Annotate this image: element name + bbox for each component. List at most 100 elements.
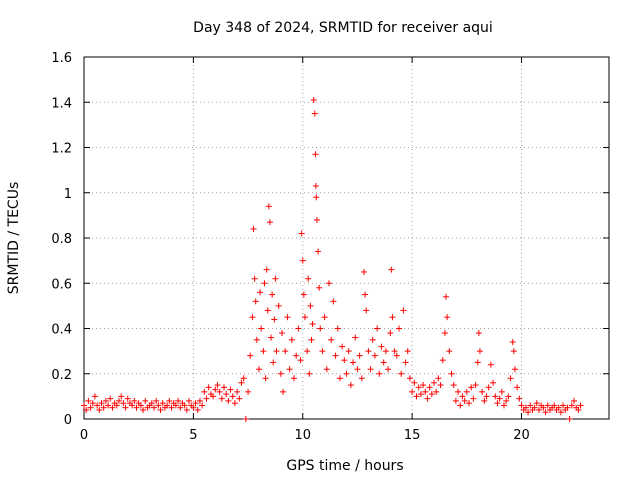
data-point [321,314,328,321]
y-axis-label: SRMTID / TECUs [6,182,22,295]
data-point [525,409,532,416]
grid [84,57,609,419]
data-point [277,370,284,377]
data-point [288,336,295,343]
data-point [409,388,416,395]
data-point [297,357,304,364]
data-point [278,330,285,337]
data-point [544,402,551,409]
x-tick-label: 10 [294,428,311,443]
data-point [387,330,394,337]
data-point [124,395,131,402]
data-point [382,348,389,355]
data-point [280,388,287,395]
data-point [510,348,517,355]
data-point [257,289,264,296]
data-point [157,406,164,413]
y-tick-label: 1.6 [51,51,72,66]
data-point [245,388,252,395]
data-point [542,409,549,416]
data-point [252,298,259,305]
data-point [265,203,272,210]
data-point [450,382,457,389]
data-point [326,280,332,287]
data-point [501,402,507,409]
data-point [391,348,398,355]
data-point [120,400,127,407]
data-point [396,325,402,332]
data-point [404,348,411,355]
data-point [323,366,330,373]
data-point [263,266,270,273]
data-point [113,402,120,409]
x-tick-label: 15 [404,428,421,443]
data-point [308,336,315,343]
data-point [341,357,348,364]
data-point [266,219,273,226]
data-point [415,384,422,391]
data-point [181,402,188,409]
data-points [81,96,584,422]
data-point [313,216,320,223]
data-point [253,336,260,343]
data-point [298,230,305,237]
data-point [272,275,279,282]
data-point [225,397,232,404]
data-point [568,402,575,409]
data-point [186,397,192,404]
data-point [137,402,144,409]
data-point [312,182,319,189]
data-point [490,379,497,386]
data-point [347,382,354,389]
data-point [441,330,448,337]
data-point [268,334,275,341]
data-point [98,400,105,407]
y-axis: 0 0.2 0.4 0.6 0.8 1 1.2 1.4 1.6 [51,51,609,428]
data-point [175,397,182,404]
data-point [345,348,352,355]
data-point [339,343,346,350]
y-tick-label: 0.4 [51,323,72,338]
data-point [142,397,149,404]
data-point [426,384,433,391]
data-point [250,225,257,232]
data-point [216,388,223,395]
data-point [153,397,160,404]
data-point [205,384,212,391]
data-point [527,402,534,409]
data-point [223,391,230,398]
data-point [313,194,320,201]
data-point [420,382,427,389]
data-point [102,397,109,404]
data-point [492,393,499,400]
data-point [461,397,468,404]
data-point [511,366,518,373]
data-point [575,406,582,413]
plot-frame [83,56,610,420]
data-point [352,334,359,341]
data-point [129,402,136,409]
data-point [270,359,277,366]
data-point [262,375,269,382]
data-point [214,382,221,389]
data-point [231,400,238,407]
data-point [481,397,488,404]
data-point [192,400,199,407]
data-point [301,314,308,321]
data-point [472,382,479,389]
data-point [251,275,258,282]
data-point [148,400,155,407]
data-point [194,406,201,413]
data-point [457,402,464,409]
data-point [476,348,483,355]
data-point [362,291,369,298]
data-point [571,397,577,404]
data-point [496,395,503,402]
data-point [376,370,383,377]
x-tick-label: 5 [189,428,197,443]
data-point [437,382,444,389]
data-point [109,404,116,411]
y-tick-label: 1.4 [51,96,72,111]
x-axis: 0 5 10 15 20 [80,57,530,443]
data-point [413,393,420,400]
